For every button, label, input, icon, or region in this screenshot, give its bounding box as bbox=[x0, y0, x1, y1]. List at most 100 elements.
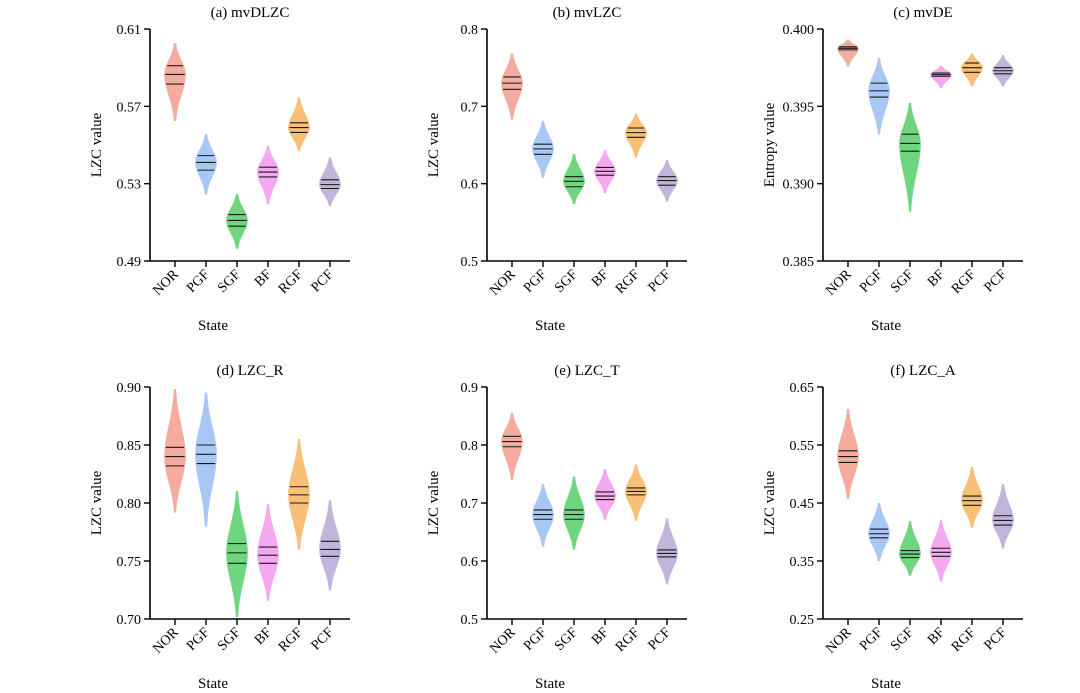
x-category-label-rgf: RGF bbox=[949, 625, 979, 655]
panel-2: (b) mvLZC 0.5 0.6 0.7 0.8 NOR PGF SGF BF RGF PCF St… bbox=[426, 5, 687, 334]
x-category-label-sgf: SGF bbox=[215, 625, 244, 654]
violin-bf bbox=[257, 145, 279, 205]
y-tick-label: 0.45 bbox=[790, 497, 815, 512]
x-category-label-bf: BF bbox=[252, 625, 275, 648]
y-tick-label: 0.90 bbox=[117, 381, 142, 396]
violin-sgf bbox=[226, 491, 248, 617]
violin-nor bbox=[501, 53, 523, 120]
x-category-label-sgf: SGF bbox=[888, 267, 917, 296]
violin-sgf bbox=[899, 102, 921, 212]
x-axis-label: State bbox=[871, 676, 901, 692]
x-category-label-pgf: PGF bbox=[521, 267, 550, 296]
y-tick-label: 0.53 bbox=[117, 178, 142, 193]
violin-sgf bbox=[226, 194, 248, 249]
violin-pcf bbox=[992, 484, 1014, 549]
panel-title: (d) LZC_R bbox=[216, 363, 283, 379]
x-axis-label: State bbox=[198, 676, 228, 692]
y-axis-label: Entropy value bbox=[762, 102, 778, 187]
y-tick-label: 0.49 bbox=[117, 255, 142, 270]
x-category-label-nor: NOR bbox=[150, 625, 182, 657]
y-tick-label: 0.65 bbox=[790, 381, 815, 396]
y-tick-label: 0.385 bbox=[783, 255, 815, 270]
violin-pgf bbox=[532, 484, 554, 547]
panel-4: (d) LZC_R 0.70 0.75 0.80 0.85 0.90 NOR PGF SGF BF… bbox=[89, 363, 350, 692]
y-tick-label: 0.61 bbox=[117, 23, 142, 38]
x-category-label-nor: NOR bbox=[487, 625, 519, 657]
y-tick-label: 0.5 bbox=[461, 255, 479, 270]
violin-rgf bbox=[961, 466, 983, 528]
x-category-label-rgf: RGF bbox=[276, 267, 306, 297]
x-category-label-pcf: PCF bbox=[646, 625, 674, 653]
panel-title: (e) LZC_T bbox=[554, 363, 619, 379]
y-tick-label: 0.9 bbox=[461, 381, 479, 396]
violin-bf bbox=[257, 503, 279, 601]
x-category-label-pcf: PCF bbox=[982, 625, 1010, 653]
x-category-label-bf: BF bbox=[925, 625, 948, 648]
y-tick-label: 0.57 bbox=[117, 100, 142, 115]
y-tick-label: 0.8 bbox=[461, 23, 479, 38]
x-category-label-bf: BF bbox=[589, 267, 612, 290]
panel-title: (b) mvLZC bbox=[553, 5, 622, 21]
y-tick-label: 0.75 bbox=[117, 555, 142, 570]
x-axis-label: State bbox=[871, 318, 901, 334]
y-axis-label: LZC value bbox=[89, 470, 105, 535]
violin-nor bbox=[164, 389, 186, 513]
y-tick-label: 0.7 bbox=[461, 497, 479, 512]
violin-nor bbox=[837, 408, 859, 499]
x-category-label-bf: BF bbox=[589, 625, 612, 648]
x-category-label-pgf: PGF bbox=[857, 267, 886, 296]
panel-6: (f) LZC_A 0.25 0.35 0.45 0.55 0.65 NOR PGF SGF BF… bbox=[762, 363, 1023, 692]
y-axis-label: LZC value bbox=[762, 470, 778, 535]
panel-5: (e) LZC_T 0.5 0.6 0.7 0.8 0.9 NOR PGF SGF BF RGF PC… bbox=[426, 363, 687, 692]
panel-1: (a) mvDLZC 0.49 0.53 0.57 0.61 NOR PGF SGF BF RGF… bbox=[89, 5, 350, 334]
violin-bf bbox=[930, 65, 952, 89]
y-tick-label: 0.6 bbox=[461, 555, 479, 570]
x-category-label-nor: NOR bbox=[823, 625, 855, 657]
x-category-label-nor: NOR bbox=[487, 267, 519, 299]
x-category-label-nor: NOR bbox=[823, 267, 855, 299]
violin-nor bbox=[164, 43, 186, 122]
y-tick-label: 0.6 bbox=[461, 178, 479, 193]
violin-pcf bbox=[656, 518, 678, 585]
violin-pcf bbox=[319, 500, 341, 591]
violin-rgf bbox=[288, 97, 310, 152]
y-axis-label: LZC value bbox=[426, 470, 442, 535]
violin-sgf bbox=[563, 476, 585, 550]
x-category-label-bf: BF bbox=[925, 267, 948, 290]
x-category-label-pcf: PCF bbox=[309, 267, 337, 295]
y-tick-label: 0.390 bbox=[783, 178, 815, 193]
violin-pcf bbox=[319, 157, 341, 207]
violin-sgf bbox=[899, 521, 921, 576]
violin-pgf bbox=[195, 134, 217, 195]
x-category-label-sgf: SGF bbox=[888, 625, 917, 654]
violin-bf bbox=[930, 520, 952, 582]
violin-nor bbox=[837, 39, 859, 67]
x-category-label-bf: BF bbox=[252, 267, 275, 290]
y-tick-label: 0.25 bbox=[790, 613, 815, 628]
violin-rgf bbox=[288, 438, 310, 550]
x-axis-label: State bbox=[535, 676, 565, 692]
x-category-label-pcf: PCF bbox=[646, 267, 674, 295]
x-category-label-pgf: PGF bbox=[857, 625, 886, 654]
violin-sgf bbox=[563, 153, 585, 205]
x-category-label-rgf: RGF bbox=[276, 625, 306, 655]
y-tick-label: 0.400 bbox=[783, 23, 815, 38]
y-tick-label: 0.7 bbox=[461, 100, 479, 115]
x-category-label-pgf: PGF bbox=[184, 625, 213, 654]
violin-rgf bbox=[625, 113, 647, 158]
violin-pgf bbox=[868, 58, 890, 135]
x-category-label-pcf: PCF bbox=[982, 267, 1010, 295]
panel-title: (f) LZC_A bbox=[890, 363, 956, 379]
violin-pgf bbox=[195, 392, 217, 527]
x-category-label-rgf: RGF bbox=[949, 267, 979, 297]
panel-title: (a) mvDLZC bbox=[211, 5, 290, 21]
y-tick-label: 0.395 bbox=[783, 100, 815, 115]
panel-3: (c) mvDE 0.385 0.390 0.395 0.400 NOR PGF SGF BF R… bbox=[762, 5, 1023, 334]
y-tick-label: 0.85 bbox=[117, 439, 142, 454]
y-tick-label: 0.35 bbox=[790, 555, 815, 570]
violin-pgf bbox=[868, 502, 890, 562]
y-tick-label: 0.80 bbox=[117, 497, 142, 512]
x-category-label-rgf: RGF bbox=[613, 625, 643, 655]
x-category-label-pgf: PGF bbox=[521, 625, 550, 654]
